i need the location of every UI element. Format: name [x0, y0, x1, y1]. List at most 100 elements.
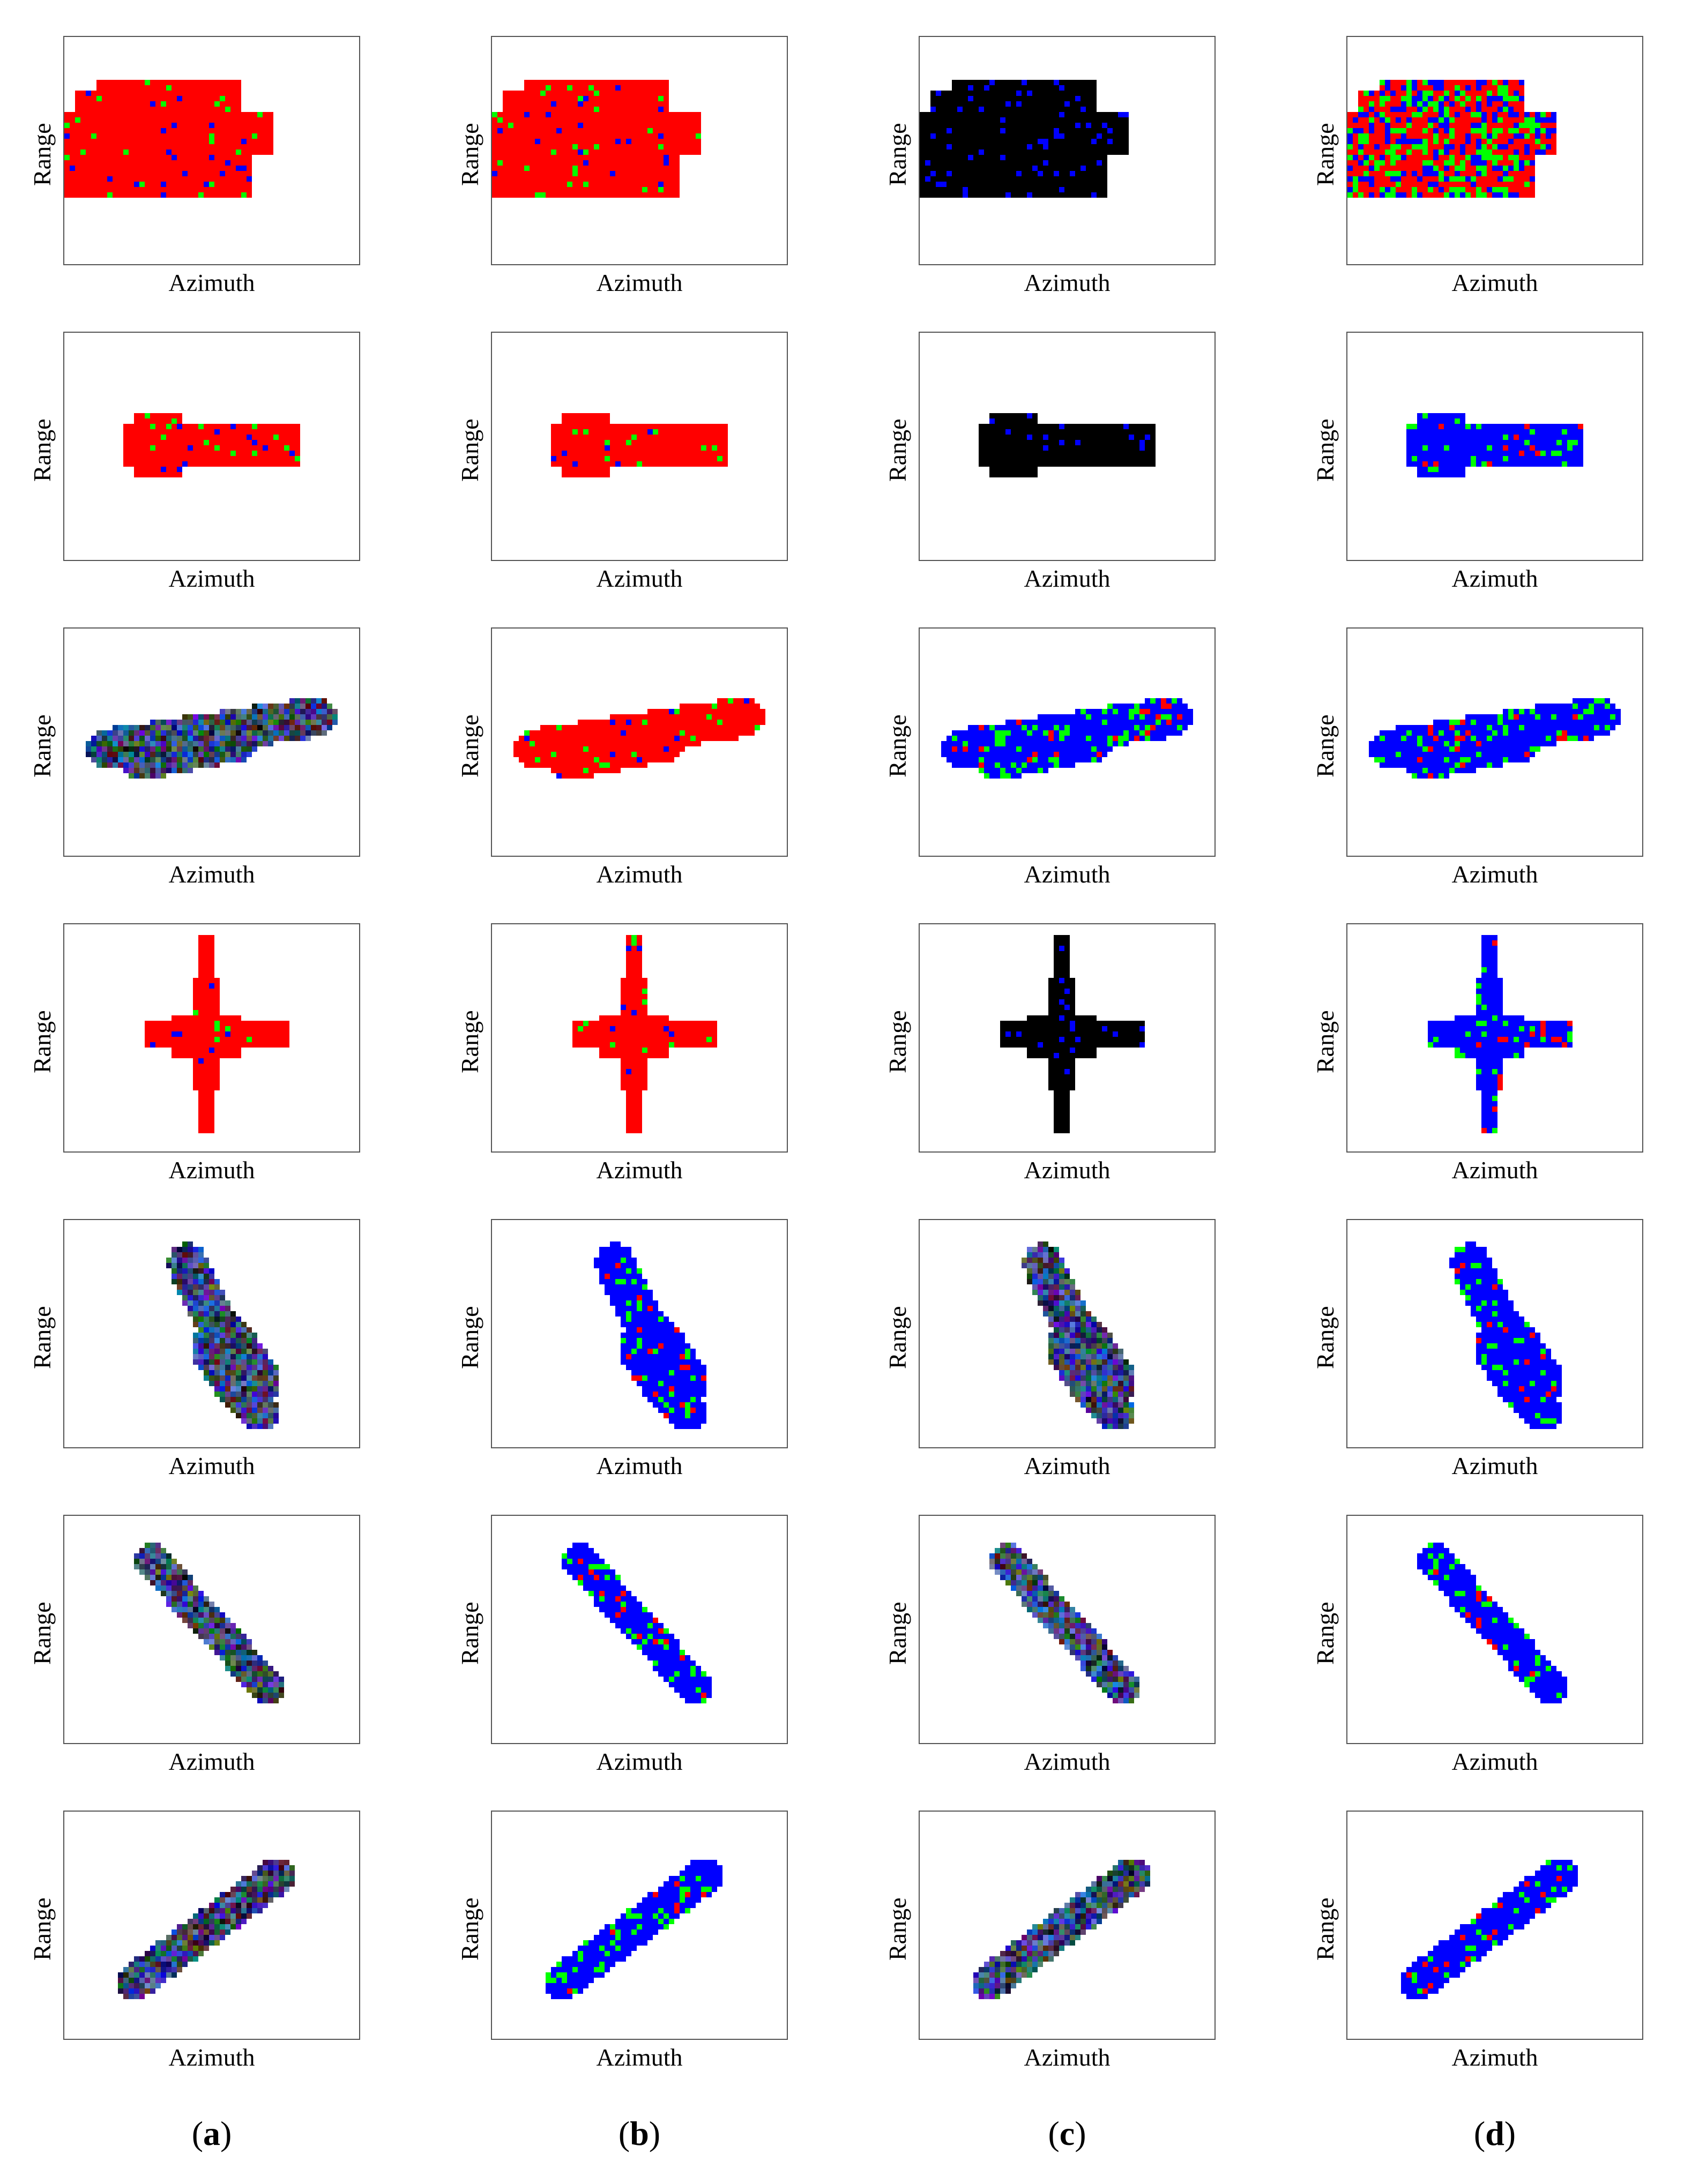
pixel-cell — [621, 166, 626, 171]
pixel-cell — [664, 451, 669, 456]
pixel-cell — [139, 730, 145, 736]
pixel-cell — [263, 456, 268, 461]
pixel-cell — [118, 91, 123, 96]
pixel-cell — [989, 445, 995, 451]
pixel-cell — [64, 182, 70, 187]
pixel-cell — [1465, 123, 1471, 128]
pixel-cell — [1000, 435, 1005, 440]
pixel-cell — [1086, 192, 1091, 198]
pixel-cell — [546, 187, 551, 192]
pixel-cell — [920, 155, 925, 160]
pixel-cell — [519, 112, 524, 117]
pixel-cell — [1064, 133, 1070, 139]
pixel-cell — [1369, 107, 1374, 112]
pixel-cell — [1530, 133, 1535, 139]
pixel-cell — [1385, 91, 1390, 96]
pixel-cell — [1150, 429, 1156, 435]
pixel-cell — [1059, 456, 1064, 461]
pixel-cell — [177, 144, 182, 149]
pixel-cell — [920, 144, 925, 149]
pixel-cell — [80, 96, 86, 101]
pixel-cell — [658, 128, 664, 133]
pixel-cell — [166, 472, 172, 477]
pixel-cell — [1406, 176, 1412, 182]
pixel-cell — [1043, 112, 1048, 117]
pixel-cell — [1123, 144, 1129, 149]
pixel-cell — [75, 182, 80, 187]
pixel-cell — [968, 117, 973, 123]
pixel-cell — [1406, 429, 1412, 435]
pixel-cell — [530, 155, 535, 160]
pixel-cell — [1465, 440, 1471, 445]
pixel-cell — [1471, 128, 1476, 133]
pixel-cell — [209, 123, 214, 128]
pixel-cell — [674, 714, 680, 720]
pixel-cell — [621, 451, 626, 456]
pixel-cell — [1465, 192, 1471, 198]
pixel-cell — [653, 96, 658, 101]
pixel-cell — [1369, 117, 1374, 123]
pixel-cell — [615, 187, 621, 192]
pixel-cell — [642, 166, 647, 171]
pixel-cell — [1048, 451, 1054, 456]
pixel-cell — [327, 704, 332, 709]
pixel-cell — [605, 451, 610, 456]
pixel-cell — [1406, 424, 1412, 429]
pixel-cell — [1535, 133, 1540, 139]
pixel-cell — [86, 171, 91, 176]
pixel-cell — [722, 698, 728, 704]
pixel-cell — [519, 133, 524, 139]
pixel-cell — [209, 762, 214, 768]
pixel-cell — [166, 445, 172, 451]
pixel-cell — [989, 418, 995, 424]
pixel-cell — [1129, 456, 1134, 461]
pixel-cell — [1492, 440, 1497, 445]
pixel-cell — [626, 133, 631, 139]
pixel-cell — [1097, 139, 1102, 144]
pixel-cell — [230, 445, 236, 451]
pixel-cell — [1091, 96, 1097, 101]
pixel-cell — [1439, 472, 1444, 477]
pixel-cell — [610, 736, 615, 741]
pixel-cell — [1145, 435, 1150, 440]
pixel-cell — [247, 445, 252, 451]
pixel-cell — [1038, 182, 1043, 187]
pixel-cell — [118, 155, 123, 160]
pixel-cell — [177, 107, 182, 112]
pixel-cell — [1514, 96, 1519, 101]
pixel-cell — [984, 192, 989, 198]
pixel-cell — [1412, 85, 1417, 91]
pixel-cell — [209, 176, 214, 182]
pixel-cell — [1449, 192, 1455, 198]
pixel-cell — [1059, 166, 1064, 171]
pixel-cell — [621, 461, 626, 467]
pixel-cell — [995, 101, 1000, 107]
pixel-cell — [1107, 112, 1113, 117]
pixel-cell — [685, 709, 690, 714]
pixel-cell — [139, 182, 145, 187]
pixel-cell — [1032, 149, 1038, 155]
pixel-cell — [1406, 445, 1412, 451]
pixel-cell — [1390, 128, 1396, 133]
x-axis-label: Azimuth — [596, 269, 683, 296]
pixel-cell — [220, 139, 225, 144]
pixel-cell — [690, 720, 696, 725]
pixel-cell — [519, 107, 524, 112]
pixel-cell — [1417, 445, 1422, 451]
pixel-cell — [995, 85, 1000, 91]
pixel-cell — [1113, 123, 1118, 128]
pixel-cell — [1059, 80, 1064, 85]
pixel-cell — [209, 714, 214, 720]
pixel-cell — [1369, 182, 1374, 187]
pixel-cell — [161, 192, 166, 198]
pixel-cell — [64, 171, 70, 176]
pixel-cell — [952, 128, 957, 133]
pixel-cell — [225, 171, 230, 176]
pixel-cell — [1481, 91, 1487, 96]
pixel-cell — [1027, 192, 1032, 198]
pixel-cell — [1134, 440, 1139, 445]
pixel-cell — [583, 187, 588, 192]
pixel-cell — [1530, 445, 1535, 451]
pixel-cell — [145, 429, 150, 435]
pixel-cell — [289, 736, 295, 741]
